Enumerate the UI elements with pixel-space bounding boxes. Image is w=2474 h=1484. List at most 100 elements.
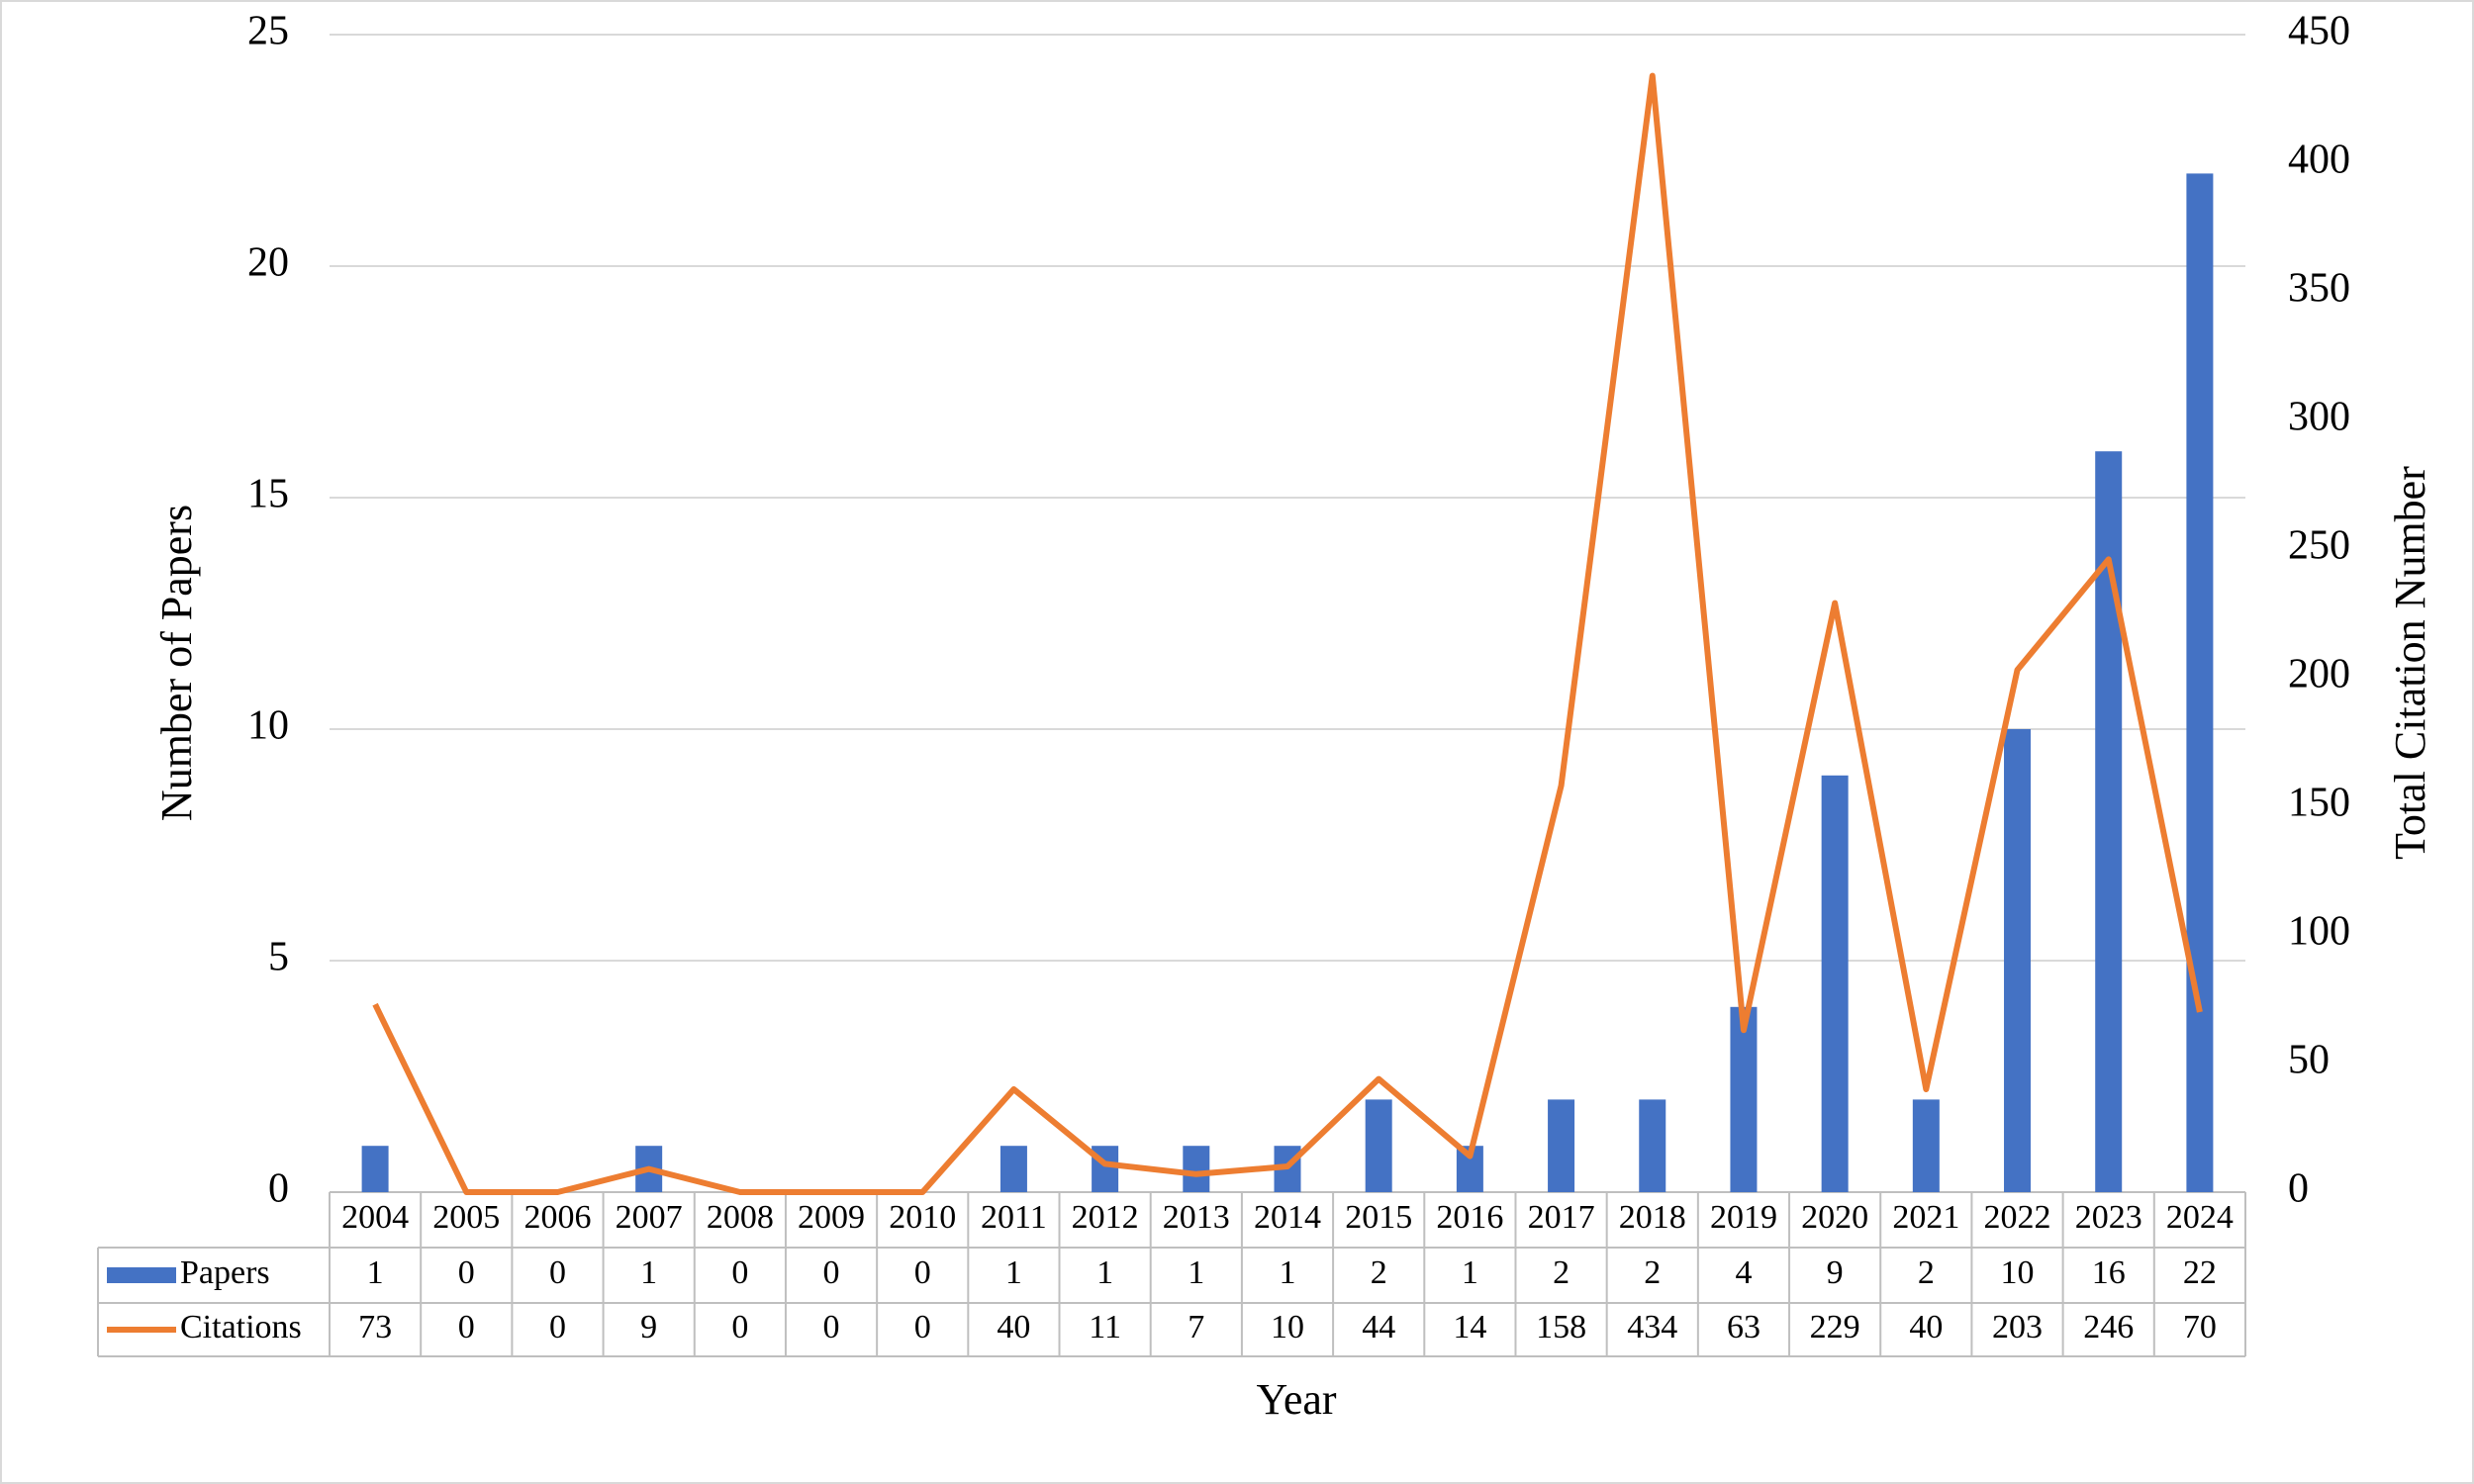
y2-tick-label: 100: [2288, 909, 2350, 955]
table-cell: 1: [640, 1254, 657, 1291]
table-cell: 0: [731, 1309, 748, 1345]
bar: [361, 1146, 389, 1192]
table-cell: 0: [458, 1309, 475, 1345]
y2-tick-label: 350: [2288, 266, 2350, 312]
bar: [1365, 1099, 1392, 1192]
x-tick-label: 2017: [1528, 1199, 1595, 1236]
bar: [2004, 729, 2032, 1192]
x-tick-label: 2008: [707, 1199, 774, 1236]
y2-axis-title: Total Citation Number: [2386, 466, 2434, 860]
table-cell: 22: [2183, 1254, 2217, 1291]
table-cell: 14: [1453, 1309, 1486, 1345]
x-tick-label: 2004: [341, 1199, 409, 1236]
table-cell: 40: [1909, 1309, 1943, 1345]
x-tick-label: 2012: [1072, 1199, 1139, 1236]
y-tick-label: 0: [268, 1166, 289, 1212]
bar: [999, 1146, 1027, 1192]
table-cell: 1: [1280, 1254, 1296, 1291]
bar: [1912, 1099, 1940, 1192]
y-tick-label: 20: [247, 240, 289, 286]
x-tick-label: 2007: [616, 1199, 683, 1236]
table-cell: 63: [1727, 1309, 1760, 1345]
table-cell: 1: [367, 1254, 384, 1291]
x-tick-label: 2015: [1345, 1199, 1412, 1236]
table-cell: 2: [1918, 1254, 1935, 1291]
y2-tick-label: 400: [2288, 138, 2350, 183]
x-tick-label: 2021: [1892, 1199, 1959, 1236]
table-cell: 1: [1005, 1254, 1022, 1291]
bar: [1730, 1006, 1758, 1192]
table-cell: 9: [640, 1309, 657, 1345]
table-cell: 70: [2183, 1309, 2217, 1345]
y2-tick-label: 0: [2288, 1166, 2309, 1212]
x-tick-label: 2009: [798, 1199, 865, 1236]
bar: [1639, 1099, 1666, 1192]
table-cell: 0: [823, 1309, 840, 1345]
x-tick-label: 2024: [2166, 1199, 2234, 1236]
table-cell: 1: [1096, 1254, 1113, 1291]
table-cell: 7: [1188, 1309, 1204, 1345]
x-tick-label: 2010: [889, 1199, 956, 1236]
table-cell: 1: [1462, 1254, 1478, 1291]
table-cell: 10: [1271, 1309, 1304, 1345]
table-cell: 16: [2092, 1254, 2126, 1291]
table-cell: 434: [1627, 1309, 1677, 1345]
table-cell: 0: [914, 1309, 931, 1345]
y-tick-label: 10: [247, 703, 289, 749]
table-cell: 0: [458, 1254, 475, 1291]
y2-tick-label: 300: [2288, 395, 2350, 440]
y2-tick-label: 450: [2288, 9, 2350, 54]
bar: [2186, 173, 2214, 1192]
bar: [1548, 1099, 1575, 1192]
y-tick-label: 25: [247, 9, 289, 54]
table-cell: 0: [914, 1254, 931, 1291]
y2-tick-label: 250: [2288, 523, 2350, 569]
x-tick-label: 2019: [1710, 1199, 1777, 1236]
table-cell: 73: [358, 1309, 392, 1345]
line: [372, 72, 2203, 1195]
table-cell: 0: [731, 1254, 748, 1291]
x-tick-label: 2005: [432, 1199, 500, 1236]
table-cell: 10: [2001, 1254, 2035, 1291]
x-tick-label: 2014: [1254, 1199, 1321, 1236]
x-tick-label: 2016: [1436, 1199, 1503, 1236]
x-tick-label: 2006: [523, 1199, 591, 1236]
x-tick-label: 2023: [2075, 1199, 2142, 1236]
y-tick-label: 5: [268, 935, 289, 980]
y-axis-title: Number of Papers: [152, 505, 201, 821]
table-cell: 158: [1536, 1309, 1586, 1345]
x-tick-label: 2013: [1163, 1199, 1230, 1236]
table-cell: 11: [1089, 1309, 1121, 1345]
x-tick-label: 2020: [1801, 1199, 1868, 1236]
y2-tick-label: 200: [2288, 652, 2350, 697]
y-tick-label: 15: [247, 472, 289, 517]
table-cell: 229: [1810, 1309, 1860, 1345]
table-cell: 2: [1553, 1254, 1570, 1291]
legend-label: Papers: [180, 1254, 270, 1291]
table-cell: 1: [1188, 1254, 1204, 1291]
table-cell: 40: [997, 1309, 1030, 1345]
table-cell: 0: [549, 1309, 566, 1345]
legend-label: Citations: [180, 1309, 302, 1345]
table-cell: 4: [1735, 1254, 1752, 1291]
table-cell: 0: [549, 1254, 566, 1291]
bar: [1183, 1146, 1210, 1192]
y2-tick-label: 50: [2288, 1038, 2330, 1083]
table-cell: 2: [1644, 1254, 1661, 1291]
table-cell: 2: [1371, 1254, 1387, 1291]
bar: [1821, 775, 1849, 1192]
x-tick-label: 2018: [1619, 1199, 1686, 1236]
legend-swatch: [107, 1267, 176, 1283]
table-cell: 44: [1362, 1309, 1395, 1345]
x-axis-title: Year: [1256, 1375, 1336, 1424]
x-tick-label: 2011: [981, 1199, 1047, 1236]
table-cell: 9: [1827, 1254, 1844, 1291]
table-cell: 246: [2083, 1309, 2134, 1345]
table-cell: 203: [1992, 1309, 2043, 1345]
x-tick-label: 2022: [1984, 1199, 2051, 1236]
table-cell: 0: [823, 1254, 840, 1291]
y2-tick-label: 150: [2288, 781, 2350, 826]
